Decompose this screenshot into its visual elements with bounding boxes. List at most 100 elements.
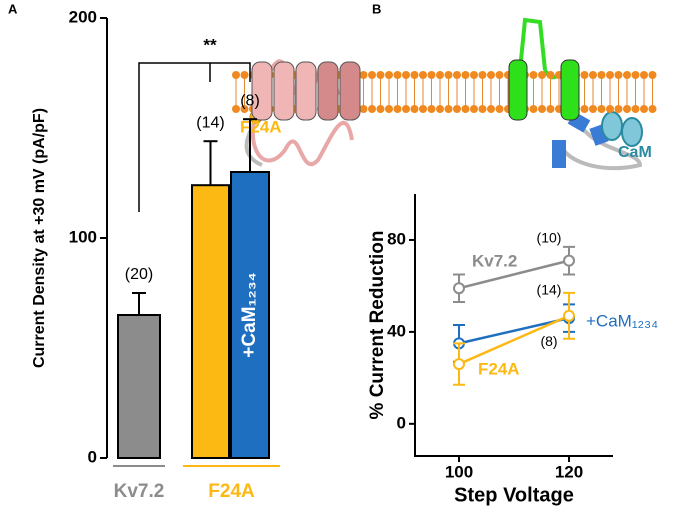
lipid-head [597, 105, 606, 113]
significance-bracket [138, 62, 251, 212]
group-label: Kv7.2 [114, 481, 165, 502]
lipid-head [597, 71, 606, 79]
lipid-head [495, 105, 504, 113]
lipid-head [640, 105, 648, 113]
bar [230, 171, 270, 459]
diagram-label: CaM [618, 144, 652, 161]
lipid-head [589, 105, 597, 113]
panel-letter: A [8, 1, 18, 16]
lipid-head [538, 105, 546, 113]
lipid-head [589, 71, 597, 79]
helix [508, 59, 528, 121]
lipid-head [606, 105, 614, 113]
y-tick-label: 80 [387, 229, 406, 248]
lipid-head [402, 71, 410, 79]
lipid-head [470, 105, 478, 113]
y-axis-label: Current Density at +30 mV (pA/pF) [31, 108, 48, 368]
lipid-head [419, 71, 427, 79]
x-tick-label: 120 [555, 462, 583, 481]
point [453, 358, 465, 371]
n-label: (8) [240, 92, 260, 109]
series-label: F24A [478, 359, 520, 378]
helix [317, 61, 339, 121]
n-label: (10) [537, 229, 562, 245]
lipid-head [232, 105, 240, 113]
lipid-head [478, 71, 487, 79]
lipid-head [640, 71, 648, 79]
lipid-head [529, 105, 538, 113]
lipid-head [614, 105, 623, 113]
y-tick-label: 0 [397, 413, 406, 432]
lipid-head [410, 71, 419, 79]
x-axis-label: Step Voltage [454, 484, 574, 506]
lipid-head [487, 71, 495, 79]
lipid-head [359, 71, 368, 79]
lipid-head [393, 71, 402, 79]
lipid-head [461, 71, 470, 79]
lipid-head [631, 105, 640, 113]
lipid-head [623, 71, 631, 79]
lipid-head [359, 105, 368, 113]
lipid-head [580, 71, 589, 79]
n-label: (20) [125, 266, 153, 283]
axes [414, 194, 613, 457]
y-tick-label: 0 [88, 447, 97, 466]
lipid-head [427, 71, 436, 79]
y-axis-label: % Current Reduction [367, 231, 388, 420]
lipid-head [470, 71, 478, 79]
lipid-head [393, 105, 402, 113]
n-label: (14) [537, 282, 562, 298]
group-label: F24A [208, 481, 255, 502]
lipid-head [538, 71, 546, 79]
lipid-head [376, 105, 385, 113]
diagram-label: F24A [240, 117, 282, 136]
point [563, 254, 575, 267]
lipid-head [410, 105, 419, 113]
series-label: Kv7.2 [472, 251, 517, 270]
lipid-head [232, 71, 240, 79]
panel-letter: B [372, 1, 381, 16]
y-tick-label: 40 [387, 321, 406, 340]
lipid-head [529, 71, 538, 79]
x-tick-label: 100 [445, 462, 473, 481]
helix [295, 61, 317, 121]
helix [560, 59, 580, 121]
lipid-head [606, 71, 614, 79]
lipid-head [546, 105, 555, 113]
lipid-head [461, 105, 470, 113]
series-line [458, 259, 570, 290]
lipid-head [436, 71, 444, 79]
series-line [458, 316, 570, 345]
lipid-head [648, 105, 657, 113]
lipid-head [385, 71, 393, 79]
lipid-head [623, 105, 631, 113]
lipid-head [648, 71, 657, 79]
lipid-head [376, 71, 385, 79]
lipid-head [478, 105, 487, 113]
lipid-head [368, 105, 376, 113]
lipid-head [419, 105, 427, 113]
n-label: (14) [196, 114, 224, 131]
helix [273, 61, 295, 121]
helix [339, 61, 361, 121]
membrane-diagram [232, 17, 657, 171]
lipid-head [453, 105, 461, 113]
lipid-head [631, 71, 640, 79]
lipid-head [240, 105, 249, 113]
lipid-head [240, 71, 249, 79]
significance: ** [203, 35, 217, 54]
lipid-head [427, 105, 436, 113]
n-label: (8) [540, 333, 557, 349]
bar [191, 184, 230, 459]
lipid-head [453, 71, 461, 79]
bar [117, 314, 161, 459]
lipid-head [580, 105, 589, 113]
lipid-head [385, 105, 393, 113]
lipid-head [614, 71, 623, 79]
y-tick-label: 100 [69, 227, 97, 246]
series-label: +CaM₁₂₃₄ [586, 311, 658, 330]
helix [251, 61, 273, 121]
lipid-head [444, 105, 453, 113]
point [453, 282, 465, 295]
